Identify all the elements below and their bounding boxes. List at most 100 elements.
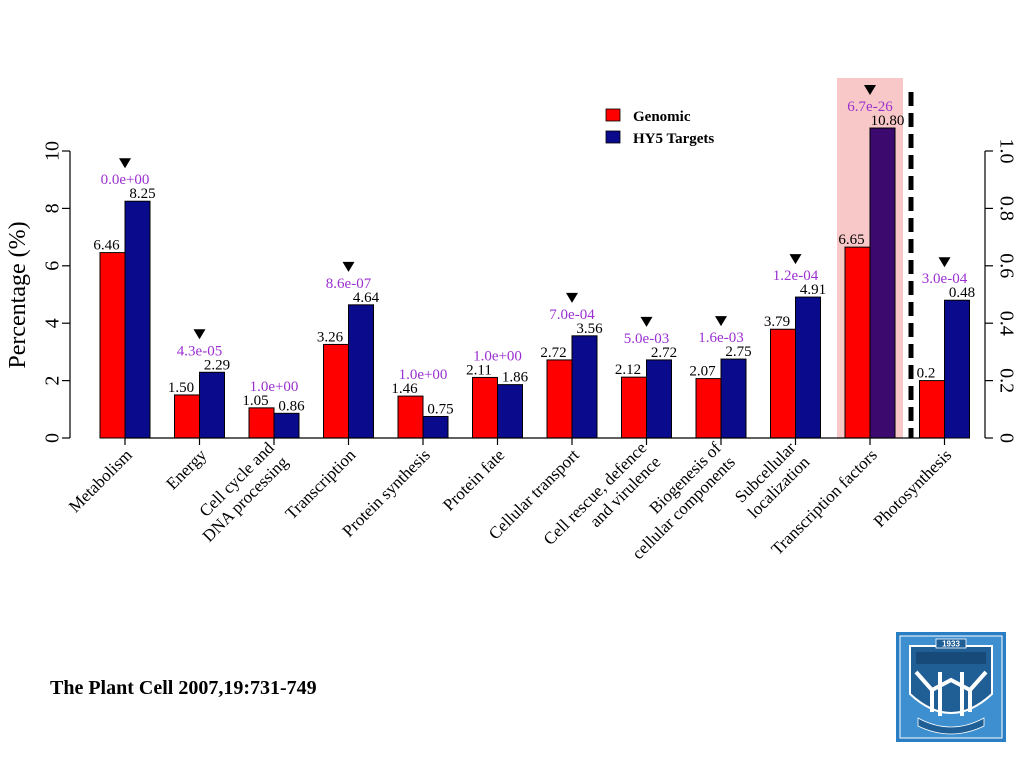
data-label-genomic: 6.65	[838, 232, 864, 248]
y-tick-label: 10	[42, 141, 64, 161]
bar-genomic	[695, 378, 722, 439]
y-tick-label: 8	[42, 203, 64, 213]
marker-triangle-icon	[938, 257, 951, 268]
marker-triangle-icon	[566, 292, 578, 303]
pvalue-label: 1.0e+00	[399, 367, 448, 383]
bar-hy5	[795, 296, 821, 439]
data-label-hy5: 2.29	[204, 357, 230, 373]
bars-layer	[99, 127, 970, 439]
x-tick-label: Subcellularlocalization	[730, 438, 814, 522]
data-label-hy5: 1.86	[502, 370, 529, 386]
data-label-genomic: 3.79	[764, 314, 790, 330]
bar-hy5	[497, 384, 523, 439]
data-label-hy5: 4.91	[800, 282, 826, 298]
data-label-hy5: 8.25	[129, 186, 155, 202]
pvalue-label: 1.6e-03	[698, 330, 743, 346]
data-label-hy5: 0.48	[949, 285, 975, 301]
bar-hy5	[199, 371, 225, 439]
pvalue-label: 1.0e+00	[250, 379, 299, 395]
bar-genomic	[472, 376, 498, 439]
bar-genomic	[546, 359, 573, 439]
data-label-genomic: 0.2	[917, 366, 936, 382]
pvalue-label: 0.0e+00	[101, 172, 150, 188]
x-tick-label: Energy	[162, 445, 210, 493]
bar-genomic	[919, 380, 945, 439]
x-tick-label: Transcription	[282, 445, 360, 523]
pvalue-label: 1.0e+00	[473, 348, 522, 364]
legend-label-hy5: HY5 Targets	[633, 131, 714, 147]
y-tick-label: 0	[42, 433, 64, 443]
bar-genomic	[397, 395, 424, 439]
marker-triangle-icon	[789, 254, 802, 265]
bar-hy5	[348, 304, 374, 439]
data-label-hy5: 0.86	[278, 398, 305, 414]
citation: The Plant Cell 2007,19:731-749	[50, 677, 317, 699]
bar-hy5	[422, 415, 449, 439]
right-y-tick-label: 0	[995, 433, 1017, 443]
bar-genomic	[174, 394, 200, 439]
data-label-hy5: 2.75	[725, 344, 751, 360]
data-label-genomic: 1.50	[168, 380, 194, 396]
bar-genomic	[99, 252, 126, 439]
bar-hy5	[646, 359, 672, 439]
y-axis-label: Percentage (%)	[5, 221, 31, 368]
data-label-hy5: 10.80	[871, 113, 905, 129]
data-label-genomic: 2.11	[466, 362, 492, 378]
data-label-genomic: 3.26	[317, 329, 344, 345]
legend-swatch-hy5	[605, 130, 621, 144]
pvalue-label: 5.0e-03	[624, 331, 669, 347]
bar-genomic	[621, 376, 647, 439]
data-label-genomic: 6.46	[93, 238, 120, 254]
data-label-genomic: 1.05	[242, 393, 268, 409]
data-label-genomic: 2.72	[540, 345, 566, 361]
legend: Genomic HY5 Targets	[605, 108, 714, 147]
right-y-tick-label: 0.8	[995, 196, 1017, 221]
x-tick-label: Protein fate	[439, 445, 508, 514]
marker-triangle-icon	[640, 316, 653, 327]
pvalue-label: 1.2e-04	[773, 268, 819, 284]
labels-layer: 6.46 8.250.0e+00 1.50 2.294.3e-05 1.05 0.86 1.…	[93, 85, 975, 417]
data-label-genomic: 2.07	[689, 364, 716, 380]
right-y-tick-label: 0.4	[995, 311, 1017, 336]
x-tick-label: Photosynthesis	[870, 445, 956, 531]
pvalue-label: 4.3e-05	[177, 343, 222, 359]
right-y-tick-label: 0.6	[995, 253, 1017, 278]
bar-genomic	[323, 343, 349, 439]
pvalue-label: 7.0e-04	[549, 307, 595, 323]
bar-hy5	[720, 358, 747, 439]
marker-triangle-icon	[193, 329, 206, 340]
data-label-hy5: 4.64	[353, 290, 380, 306]
logo-year: 1933	[942, 640, 960, 649]
bar-hy5	[571, 335, 598, 439]
legend-swatch-genomic	[605, 108, 621, 122]
data-label-hy5: 2.72	[651, 345, 677, 361]
pvalue-label: 8.6e-07	[326, 276, 372, 292]
right-y-tick-label: 1.0	[995, 139, 1017, 164]
pvalue-label: 3.0e-04	[922, 271, 968, 287]
bar-hy5	[944, 299, 970, 439]
bar-genomic	[844, 246, 871, 439]
data-label-genomic: 1.46	[391, 381, 418, 397]
x-tick-label: Metabolism	[65, 445, 136, 516]
y-tick-label: 6	[42, 261, 64, 271]
marker-triangle-icon	[342, 261, 355, 272]
data-label-hy5: 3.56	[576, 321, 603, 337]
marker-triangle-icon	[715, 316, 727, 327]
bar-hy5	[869, 127, 896, 439]
university-logo: 1933	[896, 632, 1006, 742]
bar-hy5	[273, 412, 300, 439]
right-y-tick-label: 0.2	[995, 368, 1017, 393]
marker-triangle-icon	[119, 158, 131, 169]
bar-hy5	[124, 200, 151, 439]
y-tick-label: 4	[42, 318, 64, 328]
university-logo-icon: 1933	[896, 632, 1006, 742]
bar-genomic	[248, 407, 275, 439]
y-tick-label: 2	[42, 376, 64, 386]
data-label-genomic: 2.12	[615, 362, 641, 378]
bar-genomic	[770, 328, 796, 439]
pvalue-label: 6.7e-26	[847, 99, 893, 115]
legend-label-genomic: Genomic	[633, 109, 691, 125]
data-label-hy5: 0.75	[427, 401, 453, 417]
marker-triangle-icon	[864, 85, 876, 96]
